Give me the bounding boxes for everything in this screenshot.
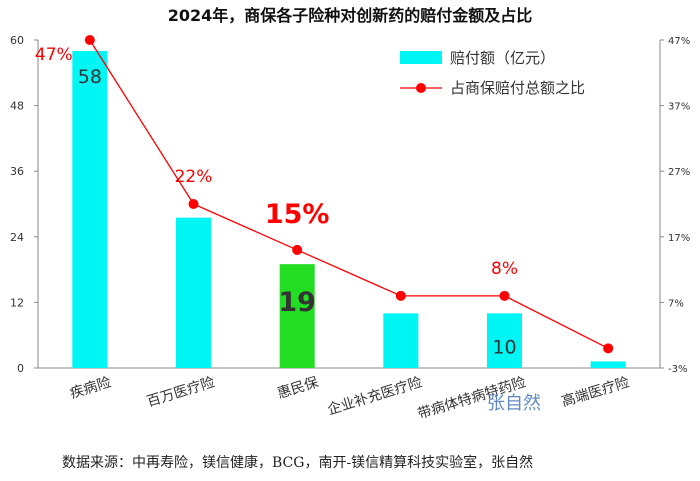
- left-axis-tick-label: 12: [10, 296, 24, 309]
- bar-高端医疗险: [590, 361, 626, 368]
- left-axis-tick-label: 60: [10, 34, 24, 47]
- legend-bar-label: 赔付额（亿元）: [450, 49, 555, 67]
- bar-疾病险: [72, 50, 108, 368]
- right-axis-tick-label: 17%: [668, 233, 690, 244]
- left-axis-tick-label: 36: [10, 165, 24, 178]
- bar-value-label: 58: [78, 66, 102, 88]
- ratio-value-label: 15%: [265, 199, 330, 230]
- ratio-value-label: 47%: [35, 45, 73, 65]
- legend-bar-swatch: [400, 51, 442, 64]
- left-axis-tick-label: 24: [10, 231, 24, 244]
- bar-value-label: 10: [492, 336, 516, 358]
- legend-line-label: 占商保赔付总额之比: [450, 79, 585, 97]
- ratio-point-百万医疗险: [188, 199, 199, 209]
- bar-value-label: 19: [278, 287, 316, 318]
- x-tick-label: 高端医疗险: [559, 374, 631, 411]
- right-axis-tick-label: 37%: [668, 102, 690, 113]
- chart-title: 2024年，商保各子险种对创新药的赔付金额及占比: [168, 6, 533, 25]
- right-axis-tick-label: 7%: [668, 298, 684, 309]
- x-tick-label: 疾病险: [68, 375, 113, 403]
- legend-line-marker: [416, 83, 426, 93]
- source-note: 数据来源：中再寿险，镁信健康，BCG，南开-镁信精算科技实验室，张自然: [62, 455, 534, 471]
- x-tick-label: 惠民保: [275, 375, 320, 403]
- bar-带病体特病特药险: [487, 313, 522, 368]
- ratio-point-惠民保: [292, 244, 303, 255]
- right-axis-tick-label: 27%: [668, 167, 690, 178]
- bar-惠民保: [279, 264, 315, 368]
- ratio-point-带病体特病特药险: [499, 290, 510, 301]
- bar-企业补充医疗险: [383, 313, 419, 368]
- ratio-line: [89, 39, 609, 349]
- ratio-value-label: 22%: [175, 167, 213, 187]
- x-tick-label: 企业补充医疗险: [325, 374, 424, 419]
- ratio-point-高端医疗险: [603, 343, 614, 354]
- right-axis-tick-label: -3%: [668, 364, 687, 375]
- ratio-point-企业补充医疗险: [395, 290, 406, 301]
- left-axis-tick-label: 0: [17, 362, 24, 375]
- bar-百万医疗险: [176, 217, 211, 368]
- ratio-point-疾病险: [84, 35, 95, 45]
- x-tick-label: 百万医疗险: [145, 375, 217, 411]
- watermark: 张自然: [487, 393, 541, 414]
- left-axis-tick-label: 48: [10, 100, 24, 113]
- right-axis-tick-label: 47%: [668, 36, 690, 47]
- ratio-value-label: 8%: [491, 259, 518, 279]
